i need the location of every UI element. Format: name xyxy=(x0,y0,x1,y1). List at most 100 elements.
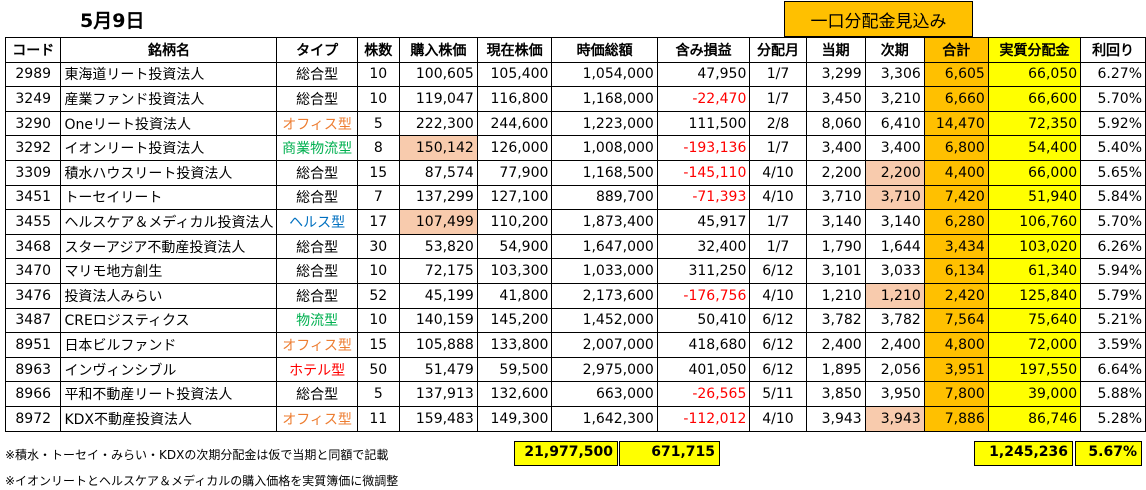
shares-cell: 17 xyxy=(356,209,400,235)
total-cell: 3,434 xyxy=(923,233,989,260)
next-period-cell: 3,033 xyxy=(864,258,925,284)
current-period-cell: 3,710 xyxy=(805,184,866,211)
name-cell: 日本ビルファンド xyxy=(60,332,278,358)
next-period-cell: 2,056 xyxy=(864,356,925,383)
name-cell: イオンリート投資法人 xyxy=(60,135,278,161)
total-cell: 6,280 xyxy=(923,209,989,235)
name-cell: KDX不動産投資法人 xyxy=(60,405,278,432)
unrealized-pl-cell: -22,470 xyxy=(656,86,751,112)
table-row: 3290 Oneリート投資法人 オフィス型 5 222,300 244,600 1,223,… xyxy=(4,110,1146,137)
total-cell: 3,951 xyxy=(923,356,989,383)
table-row: 3476 投資法人みらい 総合型 52 45,199 41,800 2,173,600 -17… xyxy=(4,282,1146,309)
footnote-book-value: ※イオンリートとヘルスケア＆メディカルの購入価格を実質簿価に微調整 xyxy=(5,474,399,488)
name-cell: 東海道リート投資法人 xyxy=(60,61,278,88)
shares-cell: 10 xyxy=(356,86,400,112)
header-total: 合計 xyxy=(923,37,989,63)
table-row: 8951 日本ビルファンド オフィス型 15 105,888 133,800 2,007,0… xyxy=(4,332,1146,358)
market-value-cell: 2,975,000 xyxy=(551,356,658,383)
shares-cell: 15 xyxy=(356,332,400,358)
type-cell: 総合型 xyxy=(276,282,358,309)
total-market-value: 21,977,500 xyxy=(514,441,618,466)
total-cell: 7,564 xyxy=(923,307,989,334)
current-price-cell: 54,900 xyxy=(476,233,553,260)
yield-cell: 5.79% xyxy=(1080,282,1146,309)
code-cell: 3476 xyxy=(4,282,62,309)
next-period-cell: 6,410 xyxy=(864,110,925,137)
total-cell: 6,605 xyxy=(923,61,989,88)
real-dividend-cell: 72,000 xyxy=(987,332,1082,358)
name-cell: Oneリート投資法人 xyxy=(60,110,278,137)
buy-price-cell: 137,299 xyxy=(398,184,478,211)
unrealized-pl-cell: -26,565 xyxy=(656,381,751,407)
buy-price-cell: 100,605 xyxy=(398,61,478,88)
shares-cell: 5 xyxy=(356,381,400,407)
table-row: 8966 平和不動産リート投資法人 総合型 5 137,913 132,600 663,00… xyxy=(4,381,1146,407)
current-period-cell: 2,200 xyxy=(805,159,866,186)
yield-cell: 5.88% xyxy=(1080,381,1146,407)
buy-price-cell: 53,820 xyxy=(398,233,478,260)
code-cell: 8972 xyxy=(4,405,62,432)
type-cell: 物流型 xyxy=(276,307,358,334)
market-value-cell: 1,168,000 xyxy=(551,86,658,112)
shares-cell: 10 xyxy=(356,61,400,88)
type-cell: 総合型 xyxy=(276,233,358,260)
dividend-forecast-banner: 一口分配金見込み xyxy=(784,1,973,37)
market-value-cell: 2,007,000 xyxy=(551,332,658,358)
next-period-cell: 2,200 xyxy=(864,159,925,186)
real-dividend-cell: 61,340 xyxy=(987,258,1082,284)
market-value-cell: 1,642,300 xyxy=(551,405,658,432)
shares-cell: 10 xyxy=(356,307,400,334)
dividend-month-cell: 5/11 xyxy=(749,381,807,407)
header-dividend-month: 分配月 xyxy=(749,37,807,63)
current-period-cell: 3,782 xyxy=(805,307,866,334)
unrealized-pl-cell: 111,500 xyxy=(656,110,751,137)
name-cell: 産業ファンド投資法人 xyxy=(60,86,278,112)
market-value-cell: 1,452,000 xyxy=(551,307,658,334)
total-unrealized-pl: 671,715 xyxy=(619,441,720,466)
shares-cell: 5 xyxy=(356,110,400,137)
table-row: 3309 積水ハウスリート投資法人 総合型 15 87,574 77,900 1,168,5… xyxy=(4,159,1146,186)
current-period-cell: 1,210 xyxy=(805,282,866,309)
current-price-cell: 103,300 xyxy=(476,258,553,284)
code-cell: 3309 xyxy=(4,159,62,186)
real-dividend-cell: 86,746 xyxy=(987,405,1082,432)
current-price-cell: 133,800 xyxy=(476,332,553,358)
next-period-cell: 3,782 xyxy=(864,307,925,334)
type-cell: 総合型 xyxy=(276,159,358,186)
unrealized-pl-cell: 401,050 xyxy=(656,356,751,383)
table-row: 8972 KDX不動産投資法人 オフィス型 11 159,483 149,300 1,642… xyxy=(4,405,1146,432)
next-period-cell: 1,644 xyxy=(864,233,925,260)
current-price-cell: 126,000 xyxy=(476,135,553,161)
current-period-cell: 3,101 xyxy=(805,258,866,284)
header-next-period: 次期 xyxy=(864,37,925,63)
yield-cell: 5.92% xyxy=(1080,110,1146,137)
buy-price-cell: 107,499 xyxy=(398,209,478,235)
next-period-cell: 3,140 xyxy=(864,209,925,235)
yield-cell: 5.28% xyxy=(1080,405,1146,432)
buy-price-cell: 72,175 xyxy=(398,258,478,284)
market-value-cell: 1,873,400 xyxy=(551,209,658,235)
shares-cell: 11 xyxy=(356,405,400,432)
next-period-cell: 3,210 xyxy=(864,86,925,112)
yield-cell: 5.70% xyxy=(1080,86,1146,112)
total-cell: 7,420 xyxy=(923,184,989,211)
footnote-next-period: ※積水・トーセイ・みらい・KDXの次期分配金は仮で当期と同額で記載 xyxy=(5,448,389,462)
real-dividend-cell: 103,020 xyxy=(987,233,1082,260)
current-period-cell: 3,450 xyxy=(805,86,866,112)
buy-price-cell: 222,300 xyxy=(398,110,478,137)
current-period-cell: 1,790 xyxy=(805,233,866,260)
real-dividend-cell: 54,400 xyxy=(987,135,1082,161)
total-cell: 6,800 xyxy=(923,135,989,161)
header-name: 銘柄名 xyxy=(60,37,278,63)
next-period-cell: 3,710 xyxy=(864,184,925,211)
unrealized-pl-cell: 47,950 xyxy=(656,61,751,88)
real-dividend-cell: 66,000 xyxy=(987,159,1082,186)
yield-cell: 5.70% xyxy=(1080,209,1146,235)
shares-cell: 30 xyxy=(356,233,400,260)
unrealized-pl-cell: 311,250 xyxy=(656,258,751,284)
header-current-period: 当期 xyxy=(805,37,866,63)
code-cell: 3290 xyxy=(4,110,62,137)
real-dividend-cell: 66,600 xyxy=(987,86,1082,112)
yield-cell: 5.84% xyxy=(1080,184,1146,211)
buy-price-cell: 137,913 xyxy=(398,381,478,407)
